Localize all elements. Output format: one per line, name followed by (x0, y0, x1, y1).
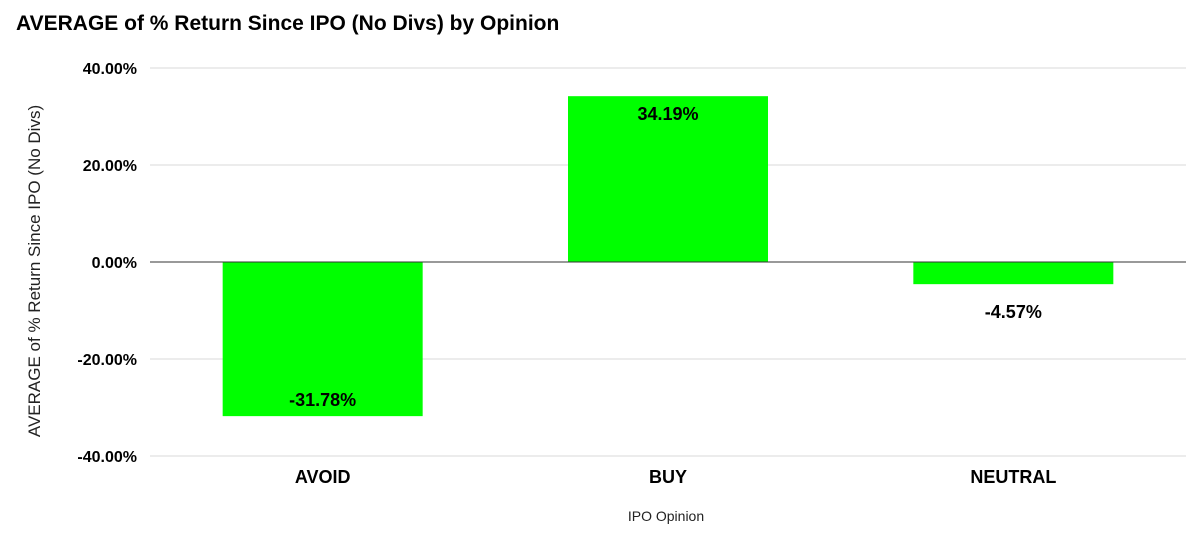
data-label: -31.78% (289, 390, 356, 410)
y-tick-label: -40.00% (77, 449, 137, 466)
y-tick-label: 20.00% (83, 158, 137, 175)
bar-avoid (222, 262, 423, 417)
x-tick-label: AVOID (295, 467, 351, 487)
y-axis-title: AVERAGE of % Return Since IPO (No Divs) (25, 105, 44, 437)
data-label: -4.57% (985, 302, 1042, 322)
y-tick-label: 40.00% (83, 61, 137, 78)
y-tick-label: 0.00% (92, 255, 137, 272)
bar-neutral (913, 262, 1114, 285)
data-label: 34.19% (637, 104, 698, 124)
bar-buy (568, 96, 768, 262)
labels: 40.00% 20.00% 0.00% -20.00% -40.00% -31.78% AV… (77, 61, 1056, 487)
x-axis-title: IPO Opinion (628, 508, 704, 524)
y-tick-label: -20.00% (77, 352, 137, 369)
bars (222, 96, 1114, 417)
chart-title: AVERAGE of % Return Since IPO (No Divs) … (16, 12, 560, 35)
x-tick-label: BUY (649, 467, 687, 487)
x-tick-label: NEUTRAL (970, 467, 1056, 487)
